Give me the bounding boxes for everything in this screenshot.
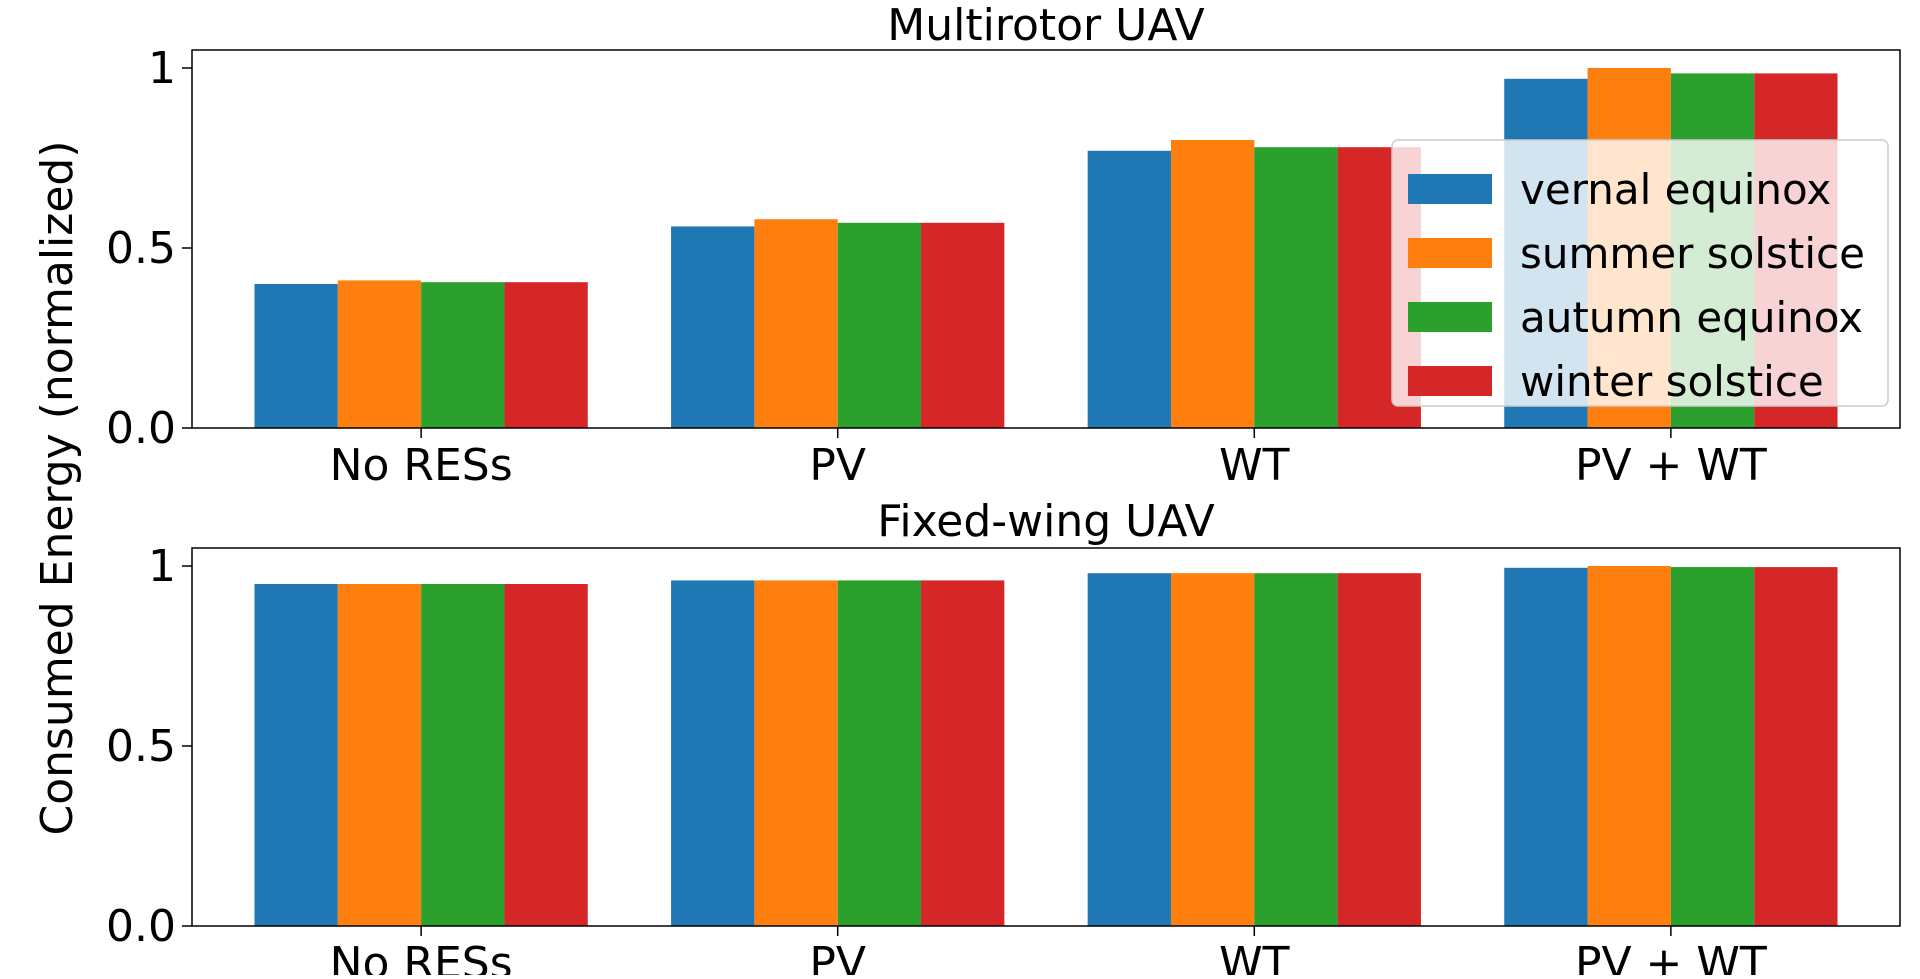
bar-autumn-equinox-wt — [1254, 147, 1338, 428]
bar-autumn-equinox-no-ress — [421, 584, 505, 926]
bar-winter-solstice-pv-wt — [1754, 567, 1838, 926]
legend-swatch — [1408, 302, 1492, 332]
bar-vernal-equinox-pv — [671, 226, 755, 428]
x-tick-label: PV + WT — [1575, 440, 1767, 491]
bar-summer-solstice-pv — [754, 219, 838, 428]
y-tick-label: 1 — [148, 43, 176, 94]
x-tick-label: PV + WT — [1575, 938, 1767, 975]
bar-vernal-equinox-wt — [1087, 150, 1171, 429]
bar-vernal-equinox-pv — [671, 580, 755, 926]
y-axis-label: Consumed Energy (normalized) — [32, 140, 83, 835]
bar-summer-solstice-pv — [754, 580, 838, 926]
legend-label: summer solstice — [1520, 229, 1865, 278]
x-tick-label: WT — [1219, 440, 1290, 491]
x-tick-label: No RESs — [330, 440, 513, 491]
bar-summer-solstice-no-ress — [337, 584, 422, 926]
legend-label: winter solstice — [1520, 357, 1824, 406]
bar-summer-solstice-pv-wt — [1587, 566, 1671, 926]
x-tick-label: No RESs — [330, 938, 513, 975]
axes-frame — [191, 547, 1901, 927]
bar-vernal-equinox-wt — [1087, 573, 1171, 926]
panel-fixed-wing: Fixed-wing UAV 0.0 0.5 1 No RESs PV WT PV + WT — [106, 496, 1901, 979]
y-tick-label: 0.5 — [106, 721, 176, 772]
panel-title: Multirotor UAV — [887, 0, 1204, 51]
bar-winter-solstice-wt — [1337, 573, 1421, 926]
bar-winter-solstice-no-ress — [504, 282, 588, 428]
bar-autumn-equinox-pv — [837, 222, 922, 428]
bar-autumn-equinox-pv — [837, 580, 922, 926]
x-tick-label: PV — [809, 440, 866, 491]
legend-swatch — [1408, 238, 1492, 268]
panel-multirotor: Multirotor UAV 0.0 0.5 1 No RESs PV WT PV + WT… — [106, 0, 1901, 491]
bar-autumn-equinox-no-ress — [421, 282, 505, 428]
legend-label: autumn equinox — [1520, 293, 1863, 342]
y-tick-label: 1 — [148, 541, 176, 592]
bar-winter-solstice-pv — [921, 580, 1005, 926]
y-tick-label: 0.5 — [106, 223, 176, 274]
legend-swatch — [1408, 174, 1492, 204]
bar-summer-solstice-wt — [1170, 140, 1255, 428]
legend: vernal equinox summer solstice autumn equi… — [1391, 139, 1889, 407]
bar-autumn-equinox-pv-wt — [1670, 567, 1755, 926]
y-tick-label: 0.0 — [106, 403, 176, 454]
axes-frame — [191, 49, 1901, 429]
bar-winter-solstice-no-ress — [504, 584, 588, 926]
bar-vernal-equinox-no-ress — [254, 584, 338, 926]
x-tick-label: WT — [1219, 938, 1290, 975]
panel-title: Fixed-wing UAV — [877, 496, 1215, 547]
bar-vernal-equinox-no-ress — [254, 284, 338, 428]
legend-label: vernal equinox — [1520, 165, 1831, 214]
bar-vernal-equinox-pv-wt — [1504, 567, 1588, 926]
bar-summer-solstice-wt — [1170, 573, 1255, 926]
y-tick-label: 0.0 — [106, 901, 176, 952]
legend-swatch — [1408, 366, 1492, 396]
legend-box — [1391, 139, 1889, 407]
x-tick-label: PV — [809, 938, 866, 975]
bar-summer-solstice-no-ress — [337, 280, 422, 428]
bar-winter-solstice-pv — [921, 222, 1005, 428]
bar-autumn-equinox-wt — [1254, 573, 1338, 926]
